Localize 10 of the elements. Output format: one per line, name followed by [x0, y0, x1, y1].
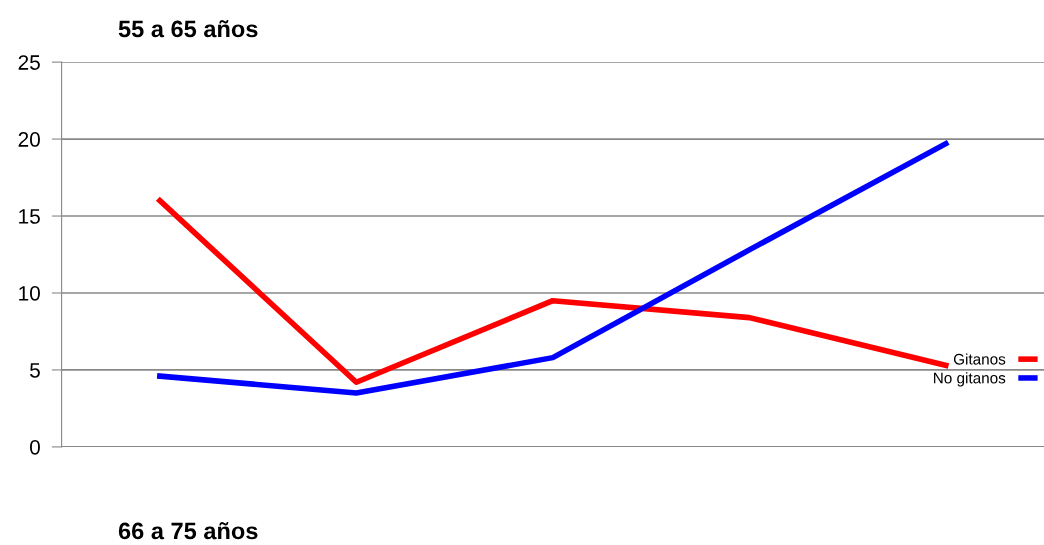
text: 66 a 75 años	[118, 522, 258, 540]
legend-label: Gitanos	[953, 353, 1006, 365]
y-tick-label: 15	[19, 209, 40, 224]
chart-title: 55 a 65 años	[118, 20, 258, 38]
y-tick-label: 5	[30, 363, 40, 378]
legend-label: No gitanos	[934, 372, 1006, 387]
y-tick-label: 25	[18, 55, 40, 70]
y-tick-label: 0	[29, 439, 40, 455]
y-tick-label: 10	[19, 285, 40, 301]
y-tick-label: 20	[18, 132, 40, 147]
